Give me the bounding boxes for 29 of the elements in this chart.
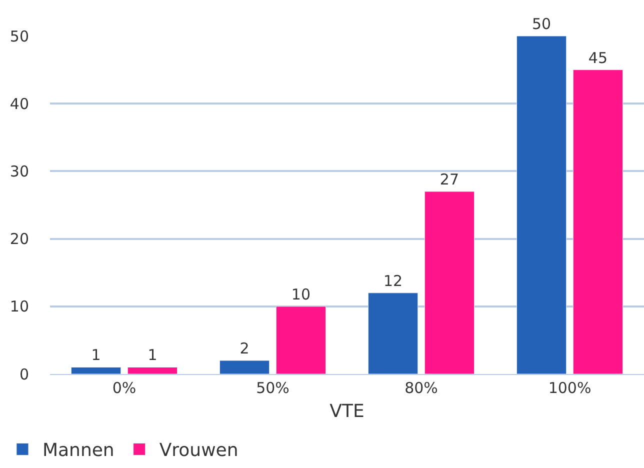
bar: [424, 191, 475, 374]
data-label: 1: [148, 346, 158, 364]
data-label: 10: [291, 285, 311, 304]
y-tick-label: 40: [10, 94, 29, 113]
data-label: 12: [383, 272, 403, 290]
bar: [127, 366, 178, 374]
bar: [516, 36, 567, 374]
bar: [70, 366, 122, 374]
legend-label: Vrouwen: [159, 440, 238, 462]
data-label: 27: [440, 170, 460, 188]
data-label: 2: [240, 339, 250, 358]
y-tick-label: 50: [10, 27, 29, 46]
x-axis-title: VTE: [330, 401, 364, 422]
y-tick-label: 10: [10, 298, 29, 316]
y-tick-label: 20: [10, 230, 29, 248]
data-label: 1: [91, 346, 101, 364]
bar: [368, 292, 418, 374]
x-tick-label: 100%: [548, 379, 592, 397]
y-tick-label: 0: [19, 365, 29, 384]
x-tick-label: 50%: [256, 379, 290, 397]
bar: [276, 306, 326, 374]
x-tick-label: 0%: [112, 379, 136, 397]
data-label: 45: [588, 48, 608, 67]
y-tick-label: 30: [10, 162, 29, 180]
bar: [572, 70, 624, 374]
bar: [219, 360, 270, 374]
x-tick-label: 80%: [404, 379, 438, 397]
legend-label: Mannen: [42, 440, 114, 462]
data-label: 50: [532, 15, 552, 33]
